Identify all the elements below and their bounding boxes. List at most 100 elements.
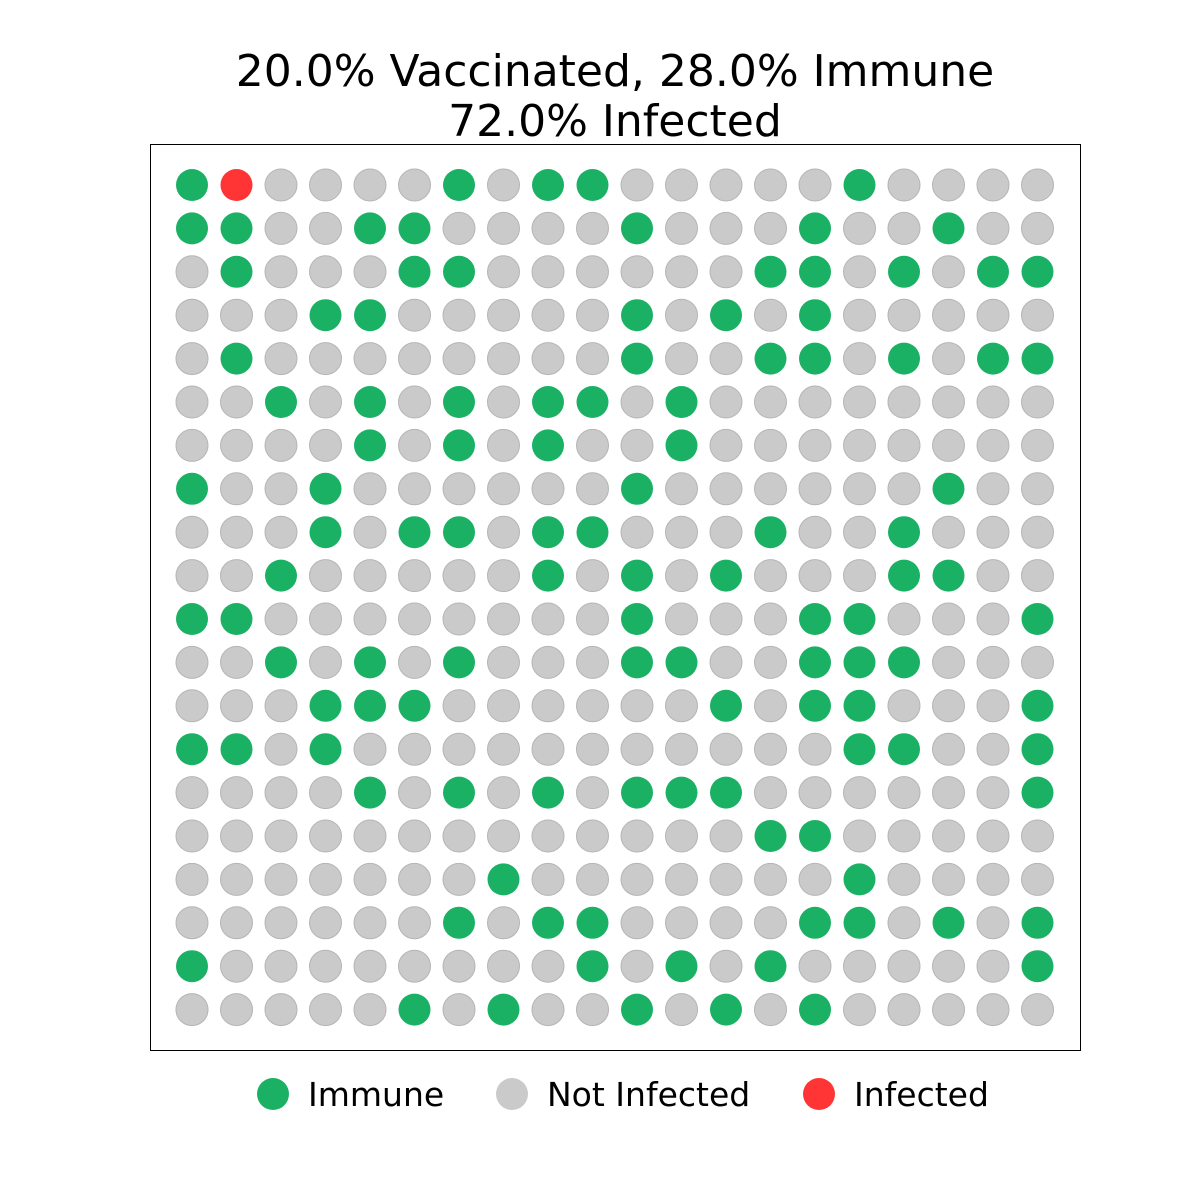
immune-dot (443, 776, 475, 809)
not-infected-dot (887, 602, 921, 636)
not-infected-dot (398, 385, 431, 419)
not-infected-dot (932, 819, 965, 853)
not-infected-dot (709, 906, 743, 940)
immune-dot (398, 993, 431, 1026)
not-infected-dot (1021, 428, 1054, 462)
not-infected-dot (754, 298, 787, 332)
not-infected-dot (487, 211, 520, 245)
legend-label-infected: Infected (854, 1075, 989, 1114)
not-infected-dot (709, 255, 743, 289)
not-infected-dot (709, 602, 743, 636)
not-infected-dot (175, 428, 209, 462)
not-infected-dot (220, 385, 253, 419)
immune-dot (398, 516, 431, 549)
not-infected-dot (398, 819, 431, 853)
not-infected-dot (932, 993, 965, 1027)
not-infected-dot (932, 255, 965, 289)
not-infected-dot (843, 515, 876, 549)
immune-dot (398, 255, 431, 288)
not-infected-dot (353, 559, 387, 593)
immune-dot (621, 472, 653, 505)
not-infected-dot (220, 993, 253, 1027)
not-infected-dot (1021, 993, 1054, 1027)
not-infected-dot (487, 298, 520, 332)
immune-dot (799, 646, 831, 679)
not-infected-dot (531, 819, 565, 853)
not-infected-dot (220, 559, 253, 593)
not-infected-dot (887, 689, 921, 723)
not-infected-dot (976, 906, 1010, 940)
immune-dot (443, 646, 475, 679)
not-infected-dot (309, 211, 342, 245)
immune-dot (799, 820, 831, 852)
not-infected-dot (442, 602, 476, 636)
not-infected-dot (932, 776, 965, 810)
not-infected-dot (353, 342, 387, 376)
not-infected-dot (309, 993, 342, 1027)
immune-dot (309, 472, 342, 505)
immune-dot (265, 646, 297, 679)
immune-dot (443, 516, 475, 549)
immune-dot (1021, 733, 1054, 766)
not-infected-dot (932, 515, 965, 549)
immune-dot (843, 906, 876, 939)
immune-dot (576, 950, 609, 983)
not-infected-dot (442, 819, 476, 853)
not-infected-dot (220, 906, 253, 940)
not-infected-dot (442, 862, 476, 896)
not-infected-dot (798, 776, 832, 810)
immune-dot (710, 299, 742, 332)
not-infected-dot (976, 515, 1010, 549)
not-infected-dot (1021, 515, 1054, 549)
immune-dot (532, 516, 564, 549)
not-infected-dot (1021, 385, 1054, 419)
not-infected-dot (220, 862, 253, 896)
not-infected-dot (976, 732, 1010, 766)
not-infected-dot (309, 602, 342, 636)
not-infected-dot (887, 776, 921, 810)
immune-dot (932, 212, 965, 245)
immune-dot (799, 255, 831, 288)
not-infected-dot (1021, 168, 1054, 202)
not-infected-dot (754, 168, 787, 202)
immune-dot (398, 212, 431, 245)
immune-dot (354, 646, 386, 679)
not-infected-dot (576, 559, 609, 593)
not-infected-dot (709, 645, 743, 679)
immune-dot (977, 342, 1009, 375)
immune-dot (665, 646, 698, 679)
not-infected-dot (175, 906, 209, 940)
immune-dot (176, 603, 208, 635)
not-infected-dot (487, 602, 520, 636)
not-infected-dot (709, 342, 743, 376)
immune-dot (843, 689, 876, 722)
not-infected-dot (442, 211, 476, 245)
not-infected-dot (932, 862, 965, 896)
not-infected-dot (487, 515, 520, 549)
not-infected-dot (576, 862, 609, 896)
infected-dot (220, 169, 253, 201)
immune-dot (932, 906, 965, 939)
not-infected-dot (665, 342, 698, 376)
not-infected-dot (576, 298, 609, 332)
not-infected-dot (887, 862, 921, 896)
not-infected-dot (709, 168, 743, 202)
not-infected-dot (353, 472, 387, 506)
not-infected-dot (487, 776, 520, 810)
immune-dot (754, 950, 787, 983)
not-infected-dot (398, 168, 431, 202)
not-infected-dot (798, 949, 832, 983)
not-infected-dot (887, 385, 921, 419)
not-infected-dot (754, 428, 787, 462)
immune-dot (888, 733, 920, 766)
not-infected-dot (665, 689, 698, 723)
not-infected-dot (487, 559, 520, 593)
not-infected-dot (398, 949, 431, 983)
not-infected-dot (531, 993, 565, 1027)
not-infected-dot (798, 168, 832, 202)
not-infected-dot (843, 776, 876, 810)
not-infected-dot (576, 732, 609, 766)
not-infected-dot (398, 559, 431, 593)
not-infected-dot (976, 298, 1010, 332)
